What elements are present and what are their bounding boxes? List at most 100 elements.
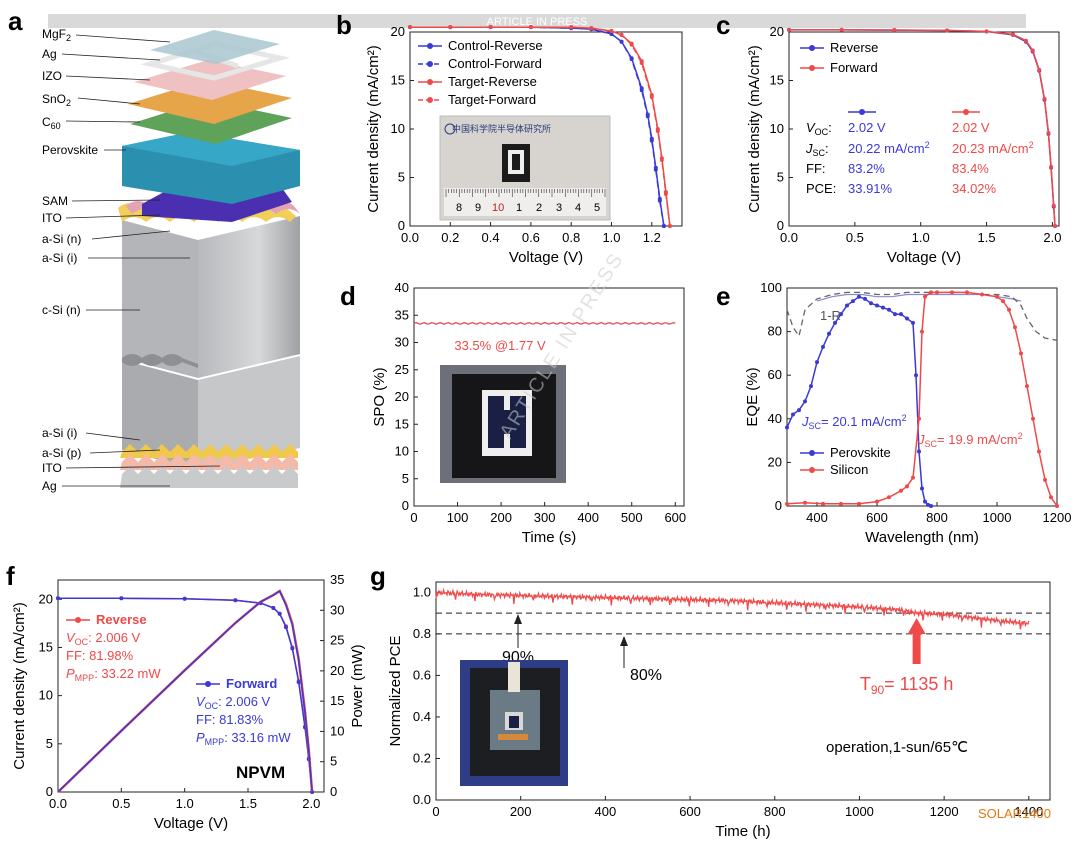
y-tick-label: 25 (395, 362, 409, 377)
article-banner (48, 14, 1026, 28)
x-tick-label: 0.0 (401, 230, 419, 245)
y-tick-label: 35 (395, 307, 409, 322)
x-tick-label: 0.0 (780, 230, 798, 245)
legend-label: Target-Reverse (448, 74, 537, 89)
leader-line (65, 465, 221, 469)
ruler-number-labels: 8 9 10 1 2 3 4 5 (456, 202, 600, 214)
data-point (917, 449, 921, 454)
legend-marker (427, 43, 433, 49)
panel-label-g: g (370, 561, 386, 591)
table-row-label: FF: (806, 161, 826, 176)
legend-marker (809, 65, 815, 71)
data-point (639, 88, 644, 93)
data-point (980, 292, 984, 297)
device-photo-d (440, 365, 566, 483)
y-tick-label: 0.0 (413, 792, 431, 807)
wafer-crack (122, 354, 198, 368)
data-point (875, 499, 879, 504)
x-tick-label: 0 (432, 804, 439, 819)
x-tick-label: 200 (510, 804, 532, 819)
plot-frame (435, 581, 1051, 801)
npvm-label: NPVM (236, 763, 285, 782)
reverse-title: Reverse (96, 612, 147, 627)
data-point (914, 373, 918, 378)
data-point (1046, 130, 1051, 135)
y2-tick-label: 35 (330, 572, 344, 587)
panel-label-a: a (8, 6, 23, 36)
photo-institute-header: 中国科学院半导体研究所 (452, 123, 551, 134)
legend-marker (427, 79, 433, 85)
data-point (589, 26, 594, 31)
panel-label-d: d (340, 281, 356, 311)
legend-marker (809, 45, 815, 51)
x-tick-label: 1400 (1014, 804, 1043, 819)
legend-label: Reverse (830, 40, 878, 55)
y2-tick-label: 25 (330, 633, 344, 648)
device-active-area-right (510, 396, 526, 448)
data-point (892, 27, 897, 32)
data-point (667, 224, 672, 228)
data-point (619, 39, 624, 44)
stack-label-asi-i-bottom: a-Si (i) (42, 426, 77, 440)
data-point (661, 224, 666, 228)
data-point (619, 32, 624, 37)
y-tick-label: 40 (395, 280, 409, 295)
y-tick-label: 5 (46, 736, 53, 751)
stack-label-asi-i: a-Si (i) (42, 251, 77, 265)
chart-f: 0.0 0.5 1.0 1.5 2.0 0 5 10 15 20 Voltage (V) Curren… (11, 572, 366, 832)
device-active-area (509, 716, 519, 728)
data-point (290, 646, 295, 651)
chart-d: 0 100 200 300 400 500 600 0 5 10 15 20 25 30 35 40 Time … (371, 280, 686, 546)
x-tick-label: 600 (866, 510, 888, 525)
data-point (803, 500, 807, 505)
device-active-area-left (488, 396, 504, 448)
stack-label-asi-n: a-Si (n) (42, 232, 81, 246)
ruler-number: 2 (536, 202, 542, 214)
data-point (965, 290, 969, 295)
ruler-number: 8 (456, 202, 462, 214)
data-point (839, 501, 843, 506)
x-tick-label: 800 (926, 510, 948, 525)
data-point (929, 290, 933, 295)
x-tick-label: 600 (664, 510, 686, 525)
leader-line (71, 199, 161, 202)
institute-logo-icon (444, 123, 456, 135)
x-tick-label: 800 (764, 804, 786, 819)
series-line-spo (413, 321, 676, 325)
mgf2-layer (150, 30, 280, 64)
y2-axis-label: Power (mW) (349, 644, 366, 727)
data-point (887, 307, 891, 312)
y-tick-label: 15 (391, 73, 405, 88)
series-line-normalized-pce (435, 587, 1030, 630)
table-value-forward: 34.02% (952, 181, 997, 196)
forward-voc: VOC: 2.006 V (196, 694, 271, 711)
data-point (277, 611, 282, 616)
x-tick-label: 1.5 (978, 230, 996, 245)
copper-tape (498, 734, 528, 740)
data-point (1030, 48, 1035, 53)
legend-marker (427, 97, 433, 103)
data-point (881, 305, 885, 310)
y-tick-label: 10 (770, 121, 784, 136)
stack-labels: MgF2 Ag IZO SnO2 C60 Perovskite SAM ITO … (42, 27, 221, 493)
x-tick-label: 0 (410, 510, 417, 525)
legend-label: Forward (830, 60, 878, 75)
a-si-p-layer (120, 444, 298, 458)
data-point (920, 329, 924, 334)
y-tick-label: 40 (768, 411, 782, 426)
data-point (1019, 351, 1023, 356)
device-active-bridge (504, 410, 510, 434)
corner-logo: SOLAR1400 (978, 806, 1051, 821)
x-tick-label: 600 (679, 804, 701, 819)
x-tick-label: 0.4 (482, 230, 500, 245)
panel-label-f: f (6, 561, 15, 591)
legend-label: Control-Reverse (448, 38, 543, 53)
y-tick-label: 5 (402, 471, 409, 486)
panel-a: a MgF2 Ag I (8, 6, 300, 493)
data-point (935, 290, 939, 295)
reverse-ff: FF: 81.98% (66, 648, 134, 663)
table-row-label: PCE: (806, 181, 836, 196)
y2-tick-label: 20 (330, 663, 344, 678)
